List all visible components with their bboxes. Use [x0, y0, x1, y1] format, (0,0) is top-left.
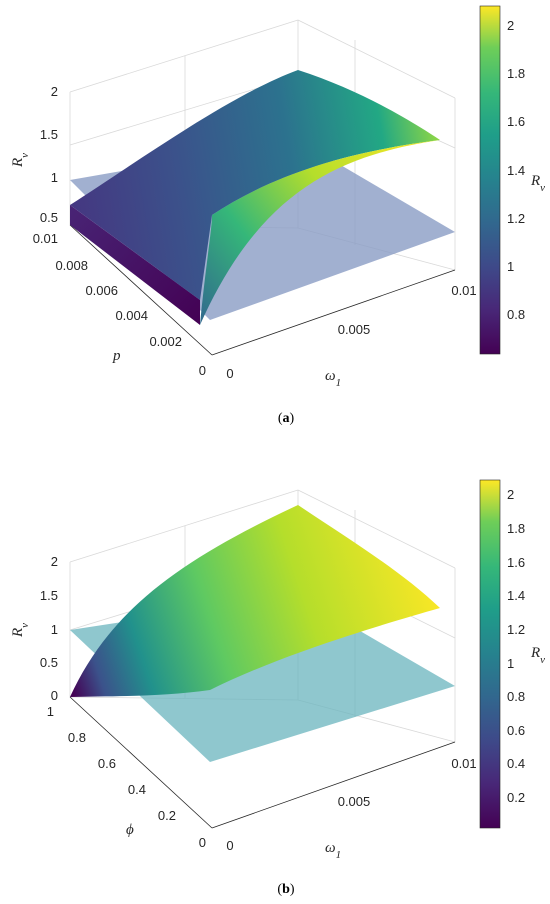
x-axis-b: 0 0.005 0.01 ω1 [226, 756, 476, 861]
axis-lines-b [69, 696, 456, 829]
z-tick: 0 [51, 688, 58, 703]
x-tick: 0.01 [451, 283, 476, 298]
colorbar-tick: 0.2 [507, 790, 525, 805]
z-tick: 1.5 [40, 127, 58, 142]
y-tick: 0.4 [128, 782, 146, 797]
z-axis-b: 0 0.5 1 1.5 2 Rv [10, 554, 58, 703]
panel-a: 0.5 1 1.5 2 Rv 0 0.002 0.004 0.006 0.008… [10, 5, 545, 426]
colorbar-tick: 1.8 [507, 66, 525, 81]
panel-b: 0 0.5 1 1.5 2 Rv 0 0.2 0.4 0.6 0.8 1 ϕ 0… [10, 479, 545, 897]
colorbar-b: 0.2 0.4 0.6 0.8 1 1.2 1.4 1.6 1.8 2 Rv [479, 479, 545, 829]
colorbar-tick: 1.4 [507, 588, 525, 603]
colorbar-gradient [479, 5, 501, 355]
colorbar-a: 0.8 1 1.2 1.4 1.6 1.8 2 Rv [479, 5, 545, 355]
z-tick: 1.5 [40, 588, 58, 603]
x-tick: 0 [226, 838, 233, 853]
y-axis-label: ϕ [126, 822, 134, 838]
y-tick: 0.01 [33, 231, 58, 246]
x-axis-a: 0 0.005 0.01 ω1 [226, 283, 476, 389]
z-axis-label: Rv [10, 153, 31, 168]
x-tick: 0.005 [338, 794, 371, 809]
axis-lines-a [69, 224, 456, 356]
colorbar-tick: 0.4 [507, 756, 525, 771]
y-tick: 1 [47, 704, 54, 719]
surface-curl-a [200, 140, 440, 325]
colorbar-tick: 1 [507, 259, 514, 274]
colorbar-gradient [479, 479, 501, 829]
y-axis-a: 0 0.002 0.004 0.006 0.008 0.01 p [33, 231, 206, 378]
z-axis-a: 0.5 1 1.5 2 Rv [10, 84, 58, 225]
z-tick: 1 [51, 170, 58, 185]
z-axis-label: Rv [10, 623, 31, 638]
y-tick: 0.6 [98, 756, 116, 771]
y-tick: 0 [199, 363, 206, 378]
colorbar-tick: 0.6 [507, 723, 525, 738]
colorbar-tick: 1.6 [507, 114, 525, 129]
colorbar-label: Rv [530, 173, 545, 194]
x-axis-label: ω1 [325, 368, 341, 389]
subcaption-a: (a) [278, 411, 295, 426]
y-tick: 0.002 [149, 334, 182, 349]
colorbar-tick: 1.6 [507, 555, 525, 570]
z-tick: 1 [51, 622, 58, 637]
colorbar-tick: 0.8 [507, 307, 525, 322]
colorbar-tick: 1.2 [507, 622, 525, 637]
y-tick: 0.004 [115, 308, 148, 323]
x-axis-label: ω1 [325, 840, 341, 861]
colorbar-tick: 1.4 [507, 163, 525, 178]
subcaption-b: (b) [277, 882, 294, 897]
z-tick: 0.5 [40, 655, 58, 670]
x-tick: 0.01 [451, 756, 476, 771]
colorbar-tick: 0.8 [507, 689, 525, 704]
colorbar-tick: 1.8 [507, 521, 525, 536]
z-tick: 2 [51, 554, 58, 569]
y-tick: 0.2 [158, 808, 176, 823]
colorbar-tick: 1 [507, 656, 514, 671]
colorbar-tick: 2 [507, 18, 514, 33]
surface-top-b [70, 505, 440, 697]
y-tick: 0.006 [85, 283, 118, 298]
y-axis-b: 0 0.2 0.4 0.6 0.8 1 ϕ [47, 704, 206, 850]
y-axis-label: p [112, 348, 121, 364]
z-tick: 2 [51, 84, 58, 99]
x-tick: 0.005 [338, 322, 371, 337]
y-tick: 0.8 [68, 730, 86, 745]
x-tick: 0 [226, 366, 233, 381]
surface-left-face-a [70, 205, 200, 325]
y-tick: 0.008 [55, 258, 88, 273]
colorbar-label: Rv [530, 645, 545, 666]
surface-top-a [70, 70, 440, 300]
y-tick: 0 [199, 835, 206, 850]
colorbar-tick: 1.2 [507, 211, 525, 226]
z-tick: 0.5 [40, 210, 58, 225]
colorbar-tick: 2 [507, 487, 514, 502]
